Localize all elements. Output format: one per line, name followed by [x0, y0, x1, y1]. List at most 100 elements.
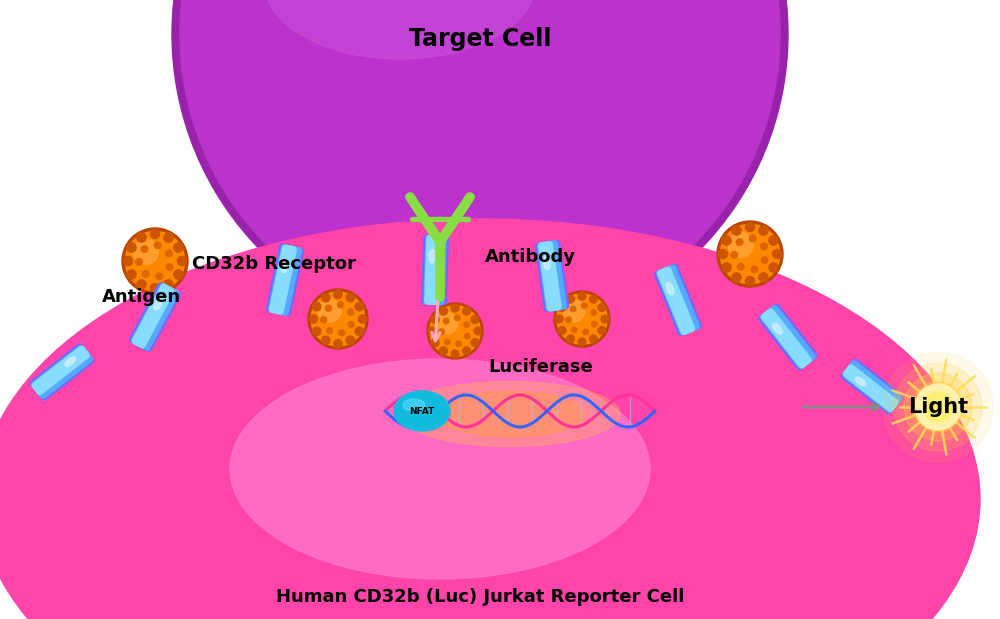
- Circle shape: [180, 0, 780, 334]
- FancyBboxPatch shape: [32, 345, 90, 395]
- FancyBboxPatch shape: [535, 240, 569, 312]
- Text: Human CD32b (Luc) Jurkat Reporter Cell: Human CD32b (Luc) Jurkat Reporter Cell: [276, 588, 684, 606]
- FancyBboxPatch shape: [129, 282, 181, 352]
- Circle shape: [463, 307, 470, 315]
- Circle shape: [583, 329, 588, 335]
- Circle shape: [150, 229, 160, 238]
- Circle shape: [558, 327, 566, 334]
- Circle shape: [327, 327, 333, 334]
- Circle shape: [156, 273, 163, 280]
- Text: NFAT: NFAT: [409, 407, 435, 415]
- Circle shape: [142, 271, 149, 277]
- Ellipse shape: [265, 0, 535, 59]
- Circle shape: [440, 307, 447, 315]
- FancyBboxPatch shape: [760, 305, 816, 369]
- Circle shape: [346, 336, 354, 345]
- FancyBboxPatch shape: [268, 245, 302, 316]
- Circle shape: [308, 289, 368, 349]
- Circle shape: [334, 290, 342, 298]
- Circle shape: [558, 303, 566, 311]
- FancyBboxPatch shape: [30, 343, 94, 400]
- Circle shape: [759, 226, 768, 235]
- Circle shape: [731, 251, 737, 258]
- Circle shape: [732, 273, 741, 282]
- Circle shape: [737, 264, 744, 270]
- Circle shape: [346, 293, 355, 302]
- Circle shape: [590, 335, 597, 343]
- Circle shape: [348, 309, 354, 315]
- Circle shape: [598, 327, 606, 334]
- Ellipse shape: [394, 391, 450, 431]
- Circle shape: [164, 233, 173, 242]
- FancyBboxPatch shape: [654, 264, 702, 336]
- Circle shape: [464, 322, 470, 327]
- Circle shape: [318, 299, 341, 322]
- Circle shape: [451, 304, 459, 312]
- Circle shape: [904, 373, 972, 441]
- FancyBboxPatch shape: [424, 235, 442, 305]
- Circle shape: [471, 339, 479, 347]
- Circle shape: [463, 347, 470, 355]
- Circle shape: [582, 303, 587, 308]
- Circle shape: [718, 249, 728, 259]
- Circle shape: [769, 263, 778, 272]
- Circle shape: [431, 339, 439, 347]
- Circle shape: [136, 259, 142, 265]
- Circle shape: [728, 232, 753, 258]
- Circle shape: [456, 341, 461, 347]
- Circle shape: [571, 327, 577, 333]
- Ellipse shape: [544, 256, 550, 270]
- FancyBboxPatch shape: [758, 303, 818, 370]
- Circle shape: [137, 280, 146, 289]
- Circle shape: [751, 266, 758, 272]
- Ellipse shape: [425, 239, 675, 399]
- Circle shape: [578, 338, 586, 346]
- FancyBboxPatch shape: [31, 345, 93, 399]
- Circle shape: [592, 321, 597, 327]
- FancyBboxPatch shape: [421, 235, 449, 305]
- Circle shape: [334, 339, 342, 348]
- Circle shape: [564, 300, 585, 322]
- Ellipse shape: [435, 391, 585, 436]
- FancyBboxPatch shape: [841, 358, 903, 414]
- Circle shape: [578, 292, 586, 300]
- Ellipse shape: [400, 381, 620, 446]
- Circle shape: [321, 317, 327, 322]
- Circle shape: [465, 334, 470, 339]
- Circle shape: [127, 270, 136, 279]
- Circle shape: [451, 350, 459, 358]
- Circle shape: [312, 303, 321, 311]
- Circle shape: [348, 322, 354, 327]
- Circle shape: [769, 236, 778, 245]
- Circle shape: [745, 222, 755, 232]
- Circle shape: [555, 315, 563, 323]
- Circle shape: [133, 239, 158, 264]
- Text: Antibody: Antibody: [485, 248, 576, 266]
- Circle shape: [431, 316, 439, 324]
- Circle shape: [557, 294, 607, 344]
- Circle shape: [428, 327, 436, 335]
- FancyBboxPatch shape: [843, 364, 899, 412]
- Circle shape: [427, 303, 483, 359]
- Circle shape: [883, 352, 993, 462]
- Circle shape: [566, 317, 571, 322]
- Circle shape: [745, 277, 755, 286]
- Circle shape: [311, 292, 365, 346]
- Circle shape: [172, 0, 788, 342]
- Circle shape: [154, 242, 161, 249]
- Text: CD32b Receptor: CD32b Receptor: [192, 255, 356, 273]
- Circle shape: [455, 315, 460, 321]
- Circle shape: [166, 264, 173, 271]
- FancyBboxPatch shape: [537, 240, 567, 312]
- Circle shape: [736, 239, 743, 246]
- Circle shape: [309, 315, 318, 323]
- Circle shape: [355, 303, 364, 311]
- Circle shape: [174, 243, 183, 252]
- Circle shape: [591, 310, 597, 315]
- Ellipse shape: [154, 298, 162, 310]
- FancyBboxPatch shape: [656, 264, 700, 335]
- Circle shape: [141, 246, 148, 253]
- Circle shape: [471, 316, 479, 324]
- FancyBboxPatch shape: [266, 244, 304, 316]
- Circle shape: [123, 256, 133, 266]
